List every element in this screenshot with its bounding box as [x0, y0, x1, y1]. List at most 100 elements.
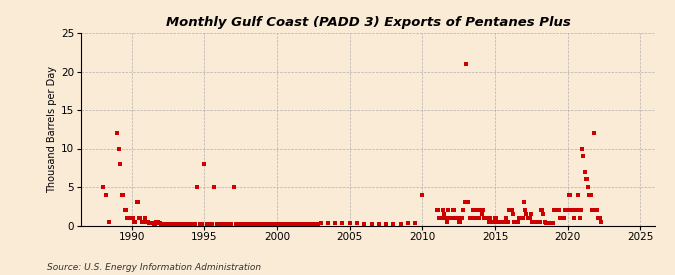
Point — [101, 192, 111, 197]
Point — [196, 222, 207, 226]
Point — [184, 222, 195, 226]
Point — [469, 208, 480, 212]
Point — [588, 208, 599, 212]
Point — [443, 216, 454, 220]
Point — [131, 200, 142, 205]
Point — [464, 216, 475, 220]
Point — [236, 222, 246, 226]
Point — [526, 212, 537, 216]
Point — [564, 192, 574, 197]
Point — [560, 208, 570, 212]
Point — [537, 208, 547, 212]
Point — [506, 208, 517, 212]
Point — [594, 216, 605, 220]
Point — [527, 219, 538, 224]
Point — [520, 208, 531, 212]
Point — [213, 222, 224, 226]
Point — [279, 222, 290, 226]
Point — [142, 219, 153, 224]
Point — [518, 216, 529, 220]
Point — [315, 221, 326, 226]
Point — [178, 222, 188, 226]
Point — [141, 219, 152, 224]
Point — [277, 222, 288, 226]
Point — [337, 221, 348, 226]
Point — [556, 216, 567, 220]
Point — [395, 222, 406, 226]
Point — [211, 222, 222, 226]
Point — [541, 221, 551, 226]
Point — [262, 222, 273, 226]
Point — [465, 216, 476, 220]
Point — [202, 222, 213, 226]
Point — [187, 222, 198, 226]
Point — [457, 216, 468, 220]
Point — [472, 216, 483, 220]
Point — [248, 222, 259, 226]
Point — [410, 221, 421, 226]
Point — [359, 222, 370, 226]
Point — [494, 219, 505, 224]
Point — [269, 222, 280, 226]
Point — [254, 222, 265, 226]
Point — [242, 222, 253, 226]
Point — [572, 208, 583, 212]
Point — [373, 222, 384, 226]
Point — [122, 216, 133, 220]
Point — [454, 219, 465, 224]
Point — [485, 216, 495, 220]
Point — [152, 221, 163, 226]
Point — [155, 222, 166, 226]
Point — [447, 208, 458, 212]
Point — [570, 208, 580, 212]
Point — [112, 131, 123, 135]
Point — [143, 221, 154, 226]
Point — [310, 222, 321, 226]
Point — [136, 219, 147, 224]
Point — [149, 222, 160, 226]
Point — [579, 169, 590, 174]
Point — [238, 222, 248, 226]
Point — [543, 221, 554, 226]
Point — [274, 222, 285, 226]
Point — [138, 219, 149, 224]
Point — [573, 192, 584, 197]
Point — [483, 219, 494, 224]
Point — [466, 216, 477, 220]
Point — [578, 154, 589, 158]
Point — [544, 221, 555, 226]
Point — [366, 222, 377, 226]
Point — [148, 222, 159, 226]
Point — [549, 208, 560, 212]
Point — [209, 185, 219, 189]
Point — [576, 146, 587, 151]
Point — [568, 216, 579, 220]
Point — [535, 219, 545, 224]
Point — [547, 221, 558, 226]
Point — [441, 219, 452, 224]
Point — [119, 208, 130, 212]
Point — [506, 208, 516, 212]
Point — [566, 208, 576, 212]
Point — [207, 222, 217, 226]
Point — [585, 192, 596, 197]
Point — [491, 216, 502, 220]
Point — [291, 222, 302, 226]
Point — [509, 219, 520, 224]
Point — [521, 212, 532, 216]
Point — [480, 216, 491, 220]
Point — [446, 216, 457, 220]
Point — [129, 219, 140, 224]
Point — [536, 208, 547, 212]
Point — [231, 222, 242, 226]
Point — [245, 222, 256, 226]
Point — [381, 222, 392, 226]
Point — [483, 216, 493, 220]
Point — [476, 212, 487, 216]
Point — [151, 219, 161, 224]
Point — [524, 216, 535, 220]
Point — [595, 216, 605, 220]
Point — [135, 216, 146, 220]
Point — [489, 219, 500, 224]
Point — [539, 219, 550, 224]
